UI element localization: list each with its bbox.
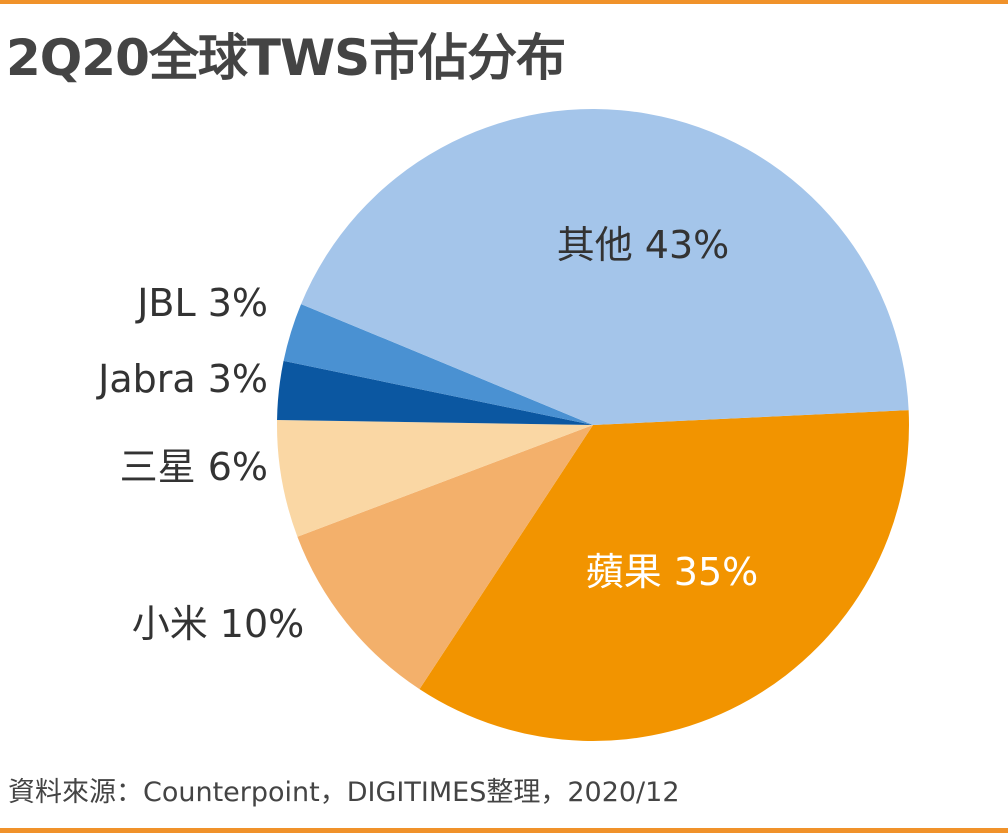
slice-label-2: 三星 6% xyxy=(120,445,268,489)
slice-label-0: 蘋果 35% xyxy=(586,550,759,594)
top-border xyxy=(0,0,1008,4)
slice-label-5: 其他 43% xyxy=(557,223,730,267)
pie-slice-5 xyxy=(301,108,909,426)
bottom-border xyxy=(0,828,1008,833)
slice-label-3: Jabra 3% xyxy=(96,357,268,401)
chart-title: 2Q20全球TWS市佔分布 xyxy=(6,29,566,87)
slice-label-4: JBL 3% xyxy=(135,281,268,325)
pie-slice-0 xyxy=(419,410,910,741)
pie-slice-3 xyxy=(277,360,593,425)
pie-slice-1 xyxy=(297,425,593,690)
source-note: 資料來源：Counterpoint，DIGITIMES整理，2020/12 xyxy=(8,777,680,808)
pie-slice-2 xyxy=(277,420,593,537)
pie-slice-4 xyxy=(283,304,593,425)
slice-label-1: 小米 10% xyxy=(132,602,305,646)
